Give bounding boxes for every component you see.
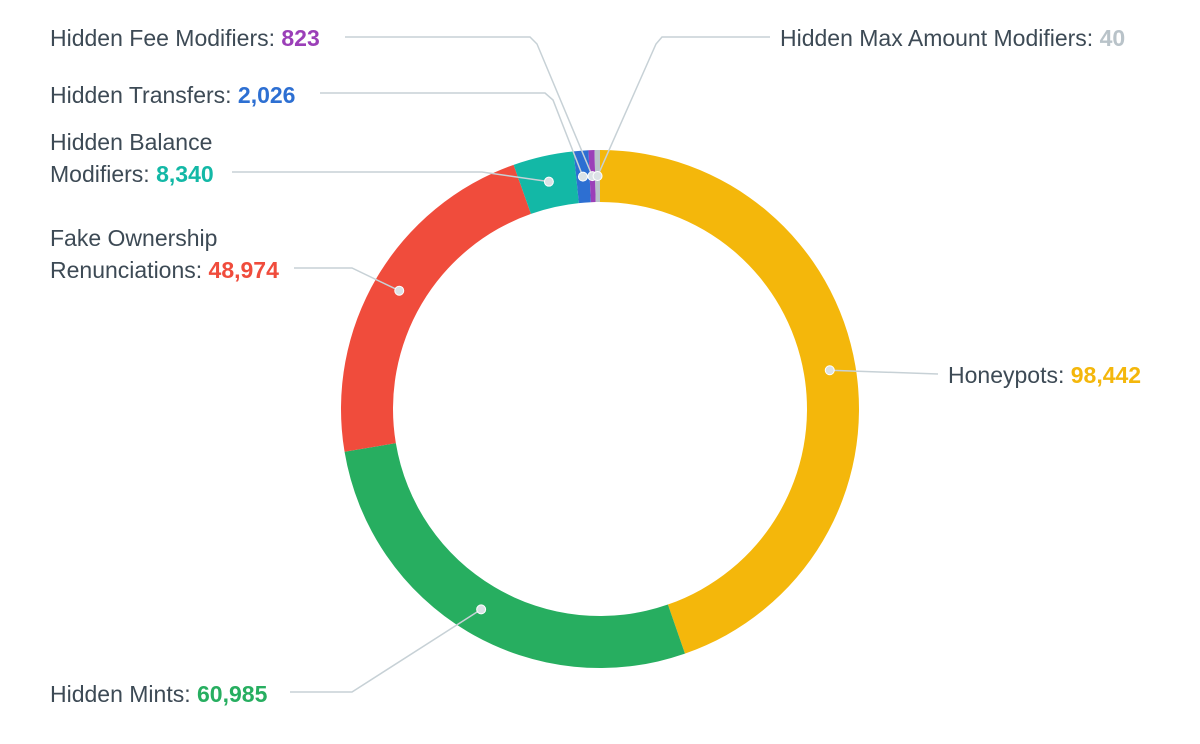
leader-lines-layer <box>232 36 939 693</box>
slice-label-fake-ownership-renunciations-line-2: Renunciations: 48,974 <box>50 257 279 283</box>
leader-line-hidden-fee-modifiers <box>345 36 594 177</box>
slice-label-hidden-mints: Hidden Mints: 60,985 <box>50 681 268 707</box>
leader-dot-hidden-balance-modifiers <box>543 176 554 187</box>
slice-value-hidden-transfers: 2,026 <box>238 82 296 108</box>
slice-label-honeypots: Honeypots: 98,442 <box>948 362 1141 388</box>
labels-layer: Honeypots: 98,442 Hidden Mints: 60,985 Fak… <box>50 25 1141 707</box>
leader-line-hidden-transfers <box>320 92 584 177</box>
leader-dot-honeypots <box>824 365 835 376</box>
leader-line-fake-ownership-renunciations <box>294 267 400 292</box>
slice-label-fake-ownership-renunciations-line-1: Fake Ownership <box>50 225 217 251</box>
slice-label-hidden-max-amount-modifiers: Hidden Max Amount Modifiers: 40 <box>780 25 1125 51</box>
slice-fake-ownership-renunciations[interactable] <box>341 164 531 452</box>
slice-value-honeypots: 98,442 <box>1071 362 1141 388</box>
slice-label-name: Hidden Balance <box>50 129 212 155</box>
slice-label-name: Hidden Transfers: <box>50 82 238 108</box>
slice-value-hidden-mints: 60,985 <box>197 681 268 707</box>
slice-value-hidden-max-amount-modifiers: 40 <box>1100 25 1126 51</box>
leader-line-hidden-balance-modifiers <box>232 171 550 183</box>
leader-dot-fake-ownership-renunciations <box>394 285 405 296</box>
slice-honeypots[interactable] <box>600 150 859 654</box>
leader-dot-hidden-transfers <box>577 171 588 182</box>
slice-label-name: Hidden Fee Modifiers: <box>50 25 281 51</box>
slice-value-hidden-balance-modifiers: 8,340 <box>156 161 214 187</box>
leader-dot-hidden-max-amount-modifiers <box>592 171 603 182</box>
slices-layer <box>341 150 859 668</box>
slice-label-name: Renunciations: <box>50 257 209 283</box>
leader-line-hidden-max-amount-modifiers <box>596 36 770 177</box>
slice-label-name: Hidden Max Amount Modifiers: <box>780 25 1100 51</box>
slice-label-name: Modifiers: <box>50 161 156 187</box>
leader-line-hidden-mints <box>290 608 482 693</box>
slice-label-hidden-balance-modifiers-line-1: Hidden Balance <box>50 129 212 155</box>
leader-line-honeypots <box>829 369 939 375</box>
slice-value-hidden-fee-modifiers: 823 <box>281 25 319 51</box>
slice-label-hidden-balance-modifiers-line-2: Modifiers: 8,340 <box>50 161 214 187</box>
slice-label-hidden-transfers: Hidden Transfers: 2,026 <box>50 82 295 108</box>
slice-label-name: Hidden Mints: <box>50 681 197 707</box>
slice-hidden-mints[interactable] <box>344 443 685 668</box>
slice-value-fake-ownership-renunciations: 48,974 <box>209 257 280 283</box>
slice-label-name: Honeypots: <box>948 362 1071 388</box>
slice-label-name: Fake Ownership <box>50 225 217 251</box>
leader-dot-hidden-mints <box>476 604 487 615</box>
slice-label-hidden-fee-modifiers: Hidden Fee Modifiers: 823 <box>50 25 320 51</box>
